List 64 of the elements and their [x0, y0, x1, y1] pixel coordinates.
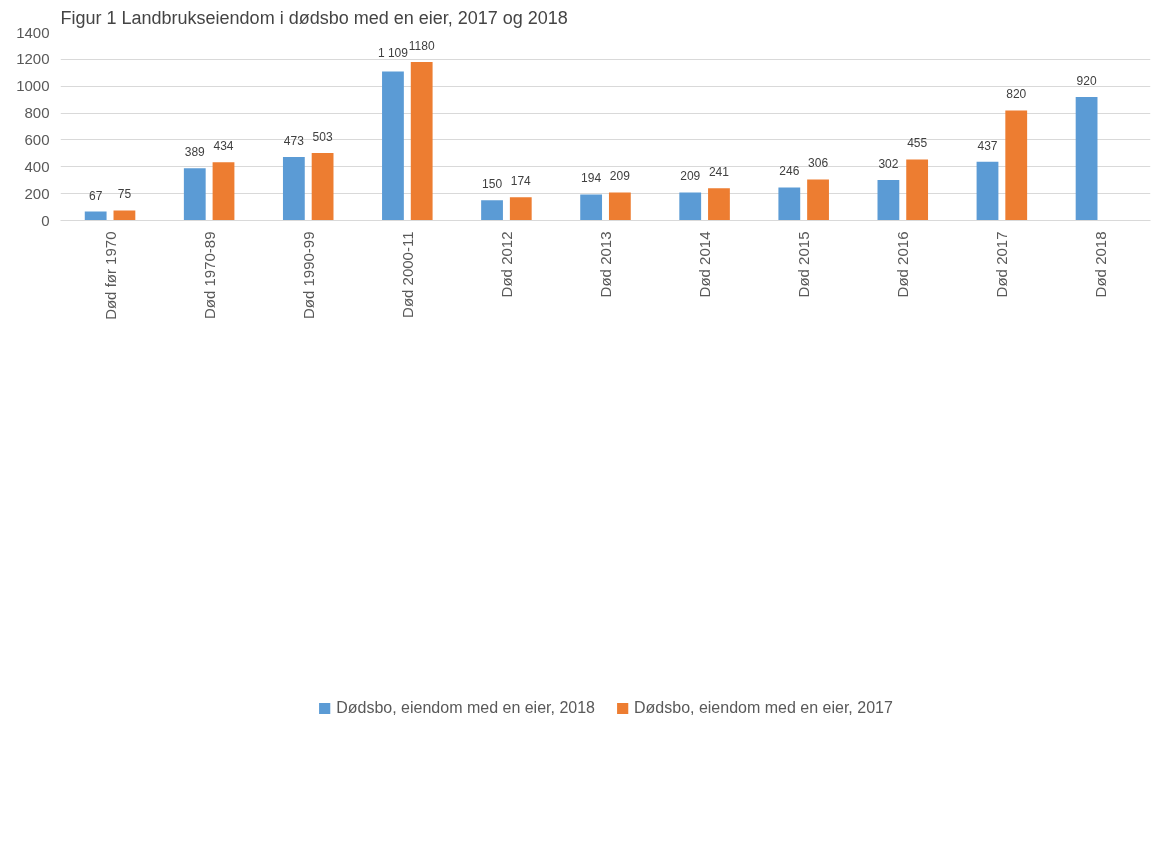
x-tick-label: Død 2017 [993, 231, 1011, 298]
data-label: 473 [283, 133, 305, 148]
bar [906, 159, 929, 221]
bar [212, 162, 235, 221]
data-label: 920 [1076, 73, 1097, 88]
data-label: 306 [808, 156, 829, 171]
x-tick-label: Død 2015 [795, 231, 813, 298]
x-tick-label: Død 2016 [894, 231, 912, 298]
data-label: 150 [482, 177, 503, 192]
y-tick-label: 1000 [16, 77, 50, 95]
data-label: 209 [680, 169, 701, 184]
y-tick-label: 1200 [16, 50, 50, 68]
chart-title: Figur 1 Landbrukseiendom i dødsbo med en eier, 2017 og 2018 [60, 7, 568, 28]
bar [282, 156, 305, 221]
bar [580, 194, 603, 221]
bar [311, 152, 334, 221]
bar [410, 62, 433, 221]
data-label: 194 [581, 171, 602, 186]
data-label: 174 [510, 174, 532, 189]
data-label: 1 109 [377, 45, 409, 60]
legend-label: Dødsbo, eiendom med en eier, 2017 [634, 698, 893, 717]
x-tick-label: Død 2014 [696, 231, 714, 298]
x-tick-label: Død 2013 [597, 231, 614, 298]
x-tick-label: Død 1990-99 [299, 231, 317, 320]
data-label: 434 [213, 139, 234, 154]
data-label: 67 [89, 188, 103, 203]
y-tick-label: 1400 [16, 23, 50, 41]
bar [183, 168, 206, 221]
bar [113, 210, 136, 221]
y-tick-label: 400 [24, 157, 50, 175]
bar [608, 192, 631, 221]
data-label: 246 [779, 164, 800, 179]
data-label: 455 [907, 136, 928, 151]
y-tick-label: 800 [24, 104, 50, 122]
bar [481, 200, 503, 221]
data-label: 75 [117, 187, 132, 202]
bar [84, 211, 107, 221]
x-tick-label: Død før 1970 [101, 231, 119, 320]
bar [708, 188, 730, 221]
x-tick-label: Død 2018 [1092, 231, 1110, 298]
data-label: 241 [708, 165, 730, 180]
bar [807, 179, 829, 221]
bar [778, 187, 801, 221]
bar [1005, 110, 1028, 221]
x-tick-label: Død 1970-89 [200, 231, 218, 320]
y-tick-label: 0 [41, 211, 50, 229]
bar [679, 192, 702, 221]
x-tick-label: Død 2012 [497, 231, 515, 298]
x-tick-label: Død 2000-11 [398, 231, 416, 318]
legend-label: Dødsbo, eiendom med en eier, 2018 [336, 698, 595, 717]
bar [382, 71, 404, 221]
y-tick-label: 600 [24, 130, 50, 148]
data-label: 1180 [408, 39, 435, 54]
data-label: 503 [312, 129, 333, 144]
bar [877, 179, 900, 221]
data-label: 437 [977, 138, 998, 153]
bar [976, 161, 999, 221]
data-label: 302 [878, 156, 899, 171]
bar [1075, 96, 1098, 221]
data-label: 209 [609, 169, 631, 184]
y-tick-label: 200 [24, 184, 50, 202]
data-label: 820 [1006, 87, 1027, 102]
bar [509, 197, 532, 221]
data-label: 389 [184, 145, 206, 160]
